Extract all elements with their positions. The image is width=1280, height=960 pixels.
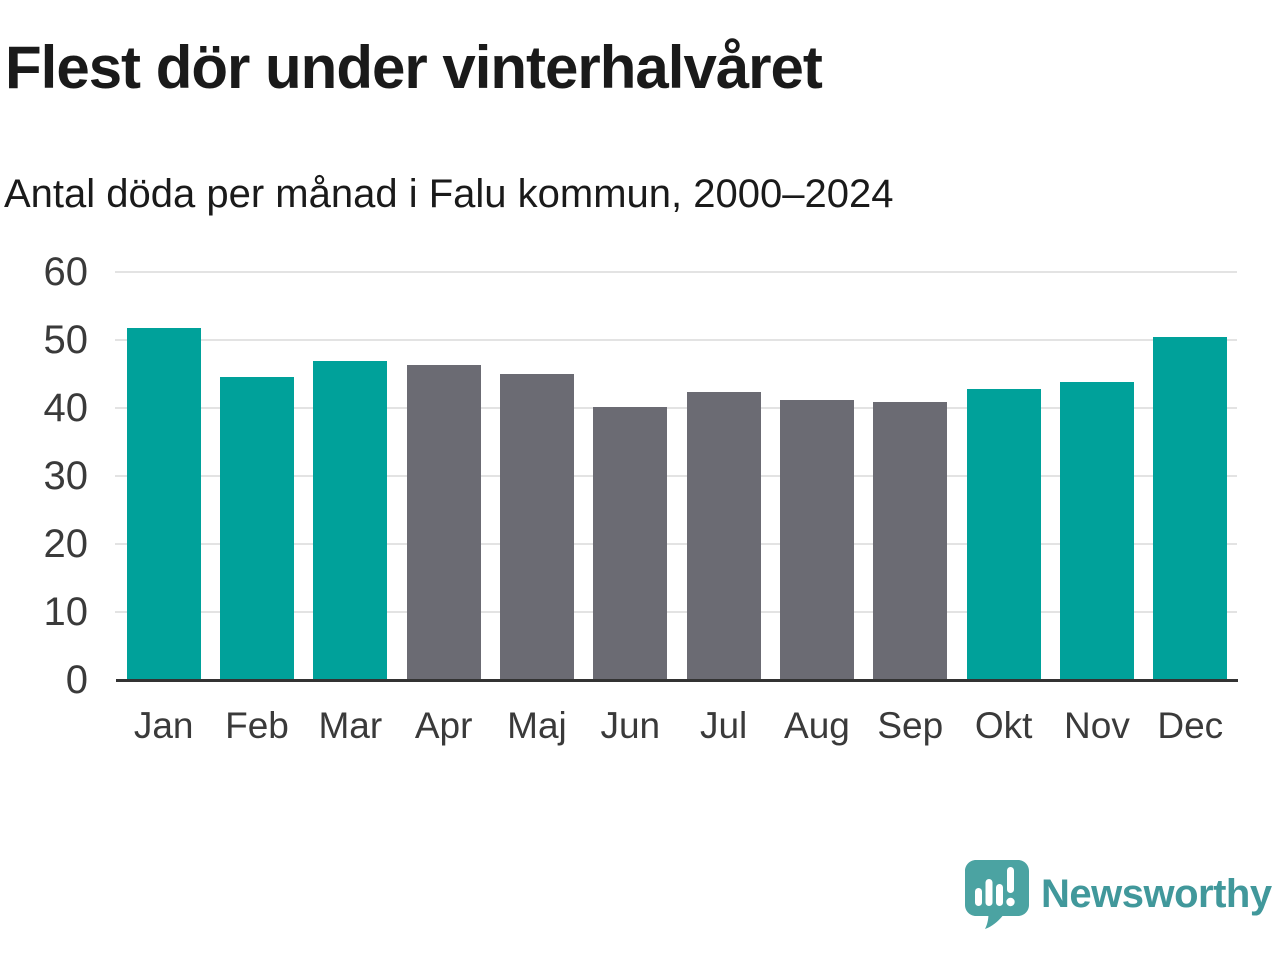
bar-band-jun [584,272,677,680]
x-axis-line [116,679,1238,682]
x-tick-okt: Okt [974,705,1033,746]
plot-area [115,271,1237,680]
x-tick-nov: Nov [1064,705,1130,746]
x-tick-jul: Jul [699,705,748,746]
bar-nov [1059,382,1134,680]
chart-title: Flest dör under vinterhalvåret [5,34,823,101]
gridline-50 [115,339,1237,341]
bar-jul [686,392,761,680]
x-tick-sep: Sep [877,705,944,746]
x-tick-feb: Feb [225,705,289,746]
gridline-40 [115,407,1237,409]
bar-band-maj [490,272,583,680]
y-tick-20: 20 [43,522,89,566]
gridline-30 [115,475,1237,477]
x-tick-apr: Apr [414,705,473,746]
x-tick-dec: Dec [1157,705,1224,746]
x-tick-aug: Aug [784,705,850,746]
bar-series [117,272,1237,680]
bar-maj [499,374,574,680]
bar-band-feb [210,272,303,680]
y-tick-0: 0 [65,658,88,702]
bar-band-okt [957,272,1050,680]
bar-okt [966,389,1041,680]
y-tick-50: 50 [43,318,89,362]
bar-feb [219,376,294,680]
bar-band-jul [677,272,770,680]
y-tick-40: 40 [43,386,89,430]
bar-band-mar [304,272,397,680]
speech-bubble-bar-chart-icon [965,860,1029,929]
gridline-20 [115,543,1237,545]
bar-mar [313,361,388,680]
x-tick-mar: Mar [318,705,383,746]
bar-dec [1153,337,1228,680]
bar-band-sep [864,272,957,680]
bar-jun [593,406,668,680]
bar-aug [779,399,854,680]
chart-subtitle: Antal döda per månad i Falu kommun, 2000… [4,172,894,216]
bar-band-dec [1144,272,1237,680]
gridline-10 [115,611,1237,613]
x-tick-maj: Maj [507,705,567,746]
y-tick-10: 10 [43,590,89,634]
y-tick-60: 60 [43,250,89,294]
gridline-60 [115,271,1237,273]
bar-sep [873,401,948,680]
x-axis-labels: Jan Feb Mar Apr Maj Jun Jul Aug Sep Okt Nov Dec [117,705,1237,747]
y-tick-30: 30 [43,454,89,498]
newsworthy-logo-text: Newsworthy [1041,871,1272,916]
bar-apr [406,364,481,680]
x-tick-jun: Jun [600,705,661,746]
newsworthy-logo: Newsworthy [963,858,1272,930]
bar-band-nov [1050,272,1143,680]
bar-band-jan [117,272,210,680]
bar-band-apr [397,272,490,680]
y-axis: 0 10 20 30 40 50 60 [0,0,89,960]
bar-jan [126,327,201,680]
x-tick-jan: Jan [133,705,194,746]
bar-band-aug [770,272,863,680]
